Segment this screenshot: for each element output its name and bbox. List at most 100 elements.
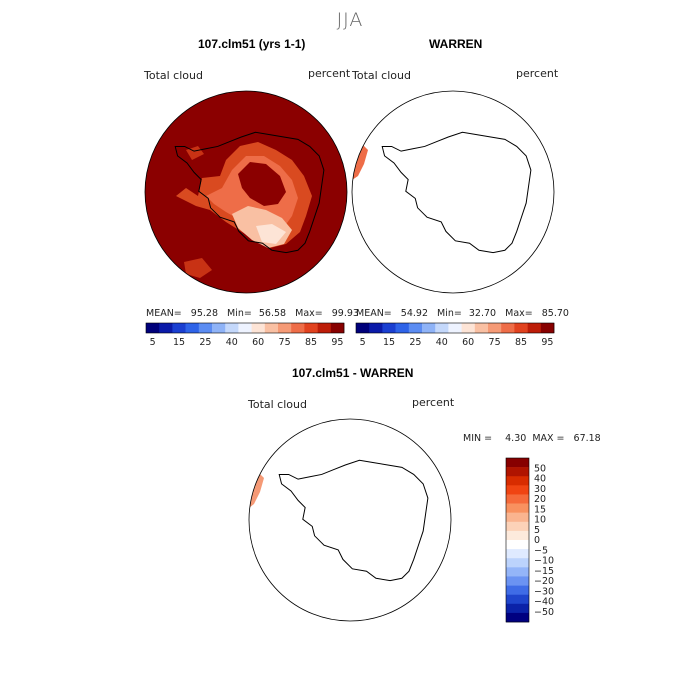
panel2-colorbar-tick-label: 15 bbox=[383, 337, 395, 348]
panel3-colorbar-tick-label: 30 bbox=[534, 484, 546, 495]
panel3-colorbar-swatch bbox=[506, 521, 529, 532]
panel2-colorbar-swatch bbox=[395, 323, 410, 333]
panel3-colorbar-tick-label: 40 bbox=[534, 474, 546, 485]
panel3-colorbar-swatch bbox=[506, 603, 529, 614]
panel3-colorbar-swatch bbox=[506, 558, 529, 568]
panel1-map-boundary bbox=[144, 90, 348, 294]
panel3-colorbar-tick-label: 50 bbox=[534, 463, 546, 474]
panel3-colorbar-frame bbox=[505, 457, 530, 623]
panel3-map bbox=[248, 418, 452, 622]
panel3-title: 107.clm51 - WARREN bbox=[292, 366, 414, 380]
panel2-colorbar-swatch bbox=[369, 323, 383, 333]
panel2-colorbar-frame bbox=[355, 322, 555, 334]
panel2-colorbar-swatch bbox=[382, 323, 396, 333]
panel2-colorbar-swatch bbox=[474, 323, 489, 333]
panel1-colorbar-swatch bbox=[172, 323, 186, 333]
panel2-field-background bbox=[352, 91, 554, 293]
panel1-colorbar-swatch bbox=[317, 323, 332, 333]
panel3-colorbar-tick-label: −5 bbox=[534, 545, 548, 556]
panel2-colorbar-tick-label: 25 bbox=[409, 337, 421, 348]
panel3-colorbar-swatch bbox=[506, 494, 529, 504]
panel1-colorbar-swatch bbox=[291, 323, 305, 333]
panel1-colorbar-swatch bbox=[185, 323, 200, 333]
panel1-units-label: percent bbox=[308, 67, 351, 80]
panel2-colorbar-swatch bbox=[540, 323, 555, 333]
panel2-colorbar-swatch bbox=[356, 323, 370, 333]
panel2-colorbar-tick-label: 95 bbox=[541, 337, 553, 348]
panel3-colorbar-tick-label: −30 bbox=[534, 586, 554, 597]
panel2-colorbar-swatch bbox=[501, 323, 515, 333]
panel3-units-label: percent bbox=[412, 396, 455, 409]
panel2-stats: MEAN= 54.92 Min= 32.70 Max= 85.70 bbox=[356, 308, 569, 319]
panel3-colorbar-swatch bbox=[506, 567, 529, 577]
panel3-colorbar-swatch bbox=[506, 530, 529, 541]
panel2-colorbar-swatch bbox=[435, 323, 449, 333]
panel2-max-label: Max= bbox=[505, 308, 533, 319]
panel3-colorbar-tick-label: 0 bbox=[534, 535, 540, 546]
panel1-field-label: Total cloud bbox=[144, 69, 203, 82]
panel1-colorbar-swatch bbox=[304, 323, 318, 333]
panel1-colorbar-tick-label: 40 bbox=[226, 337, 238, 348]
panel3-colorbar-swatch bbox=[506, 512, 529, 523]
panel3-colorbar-tick-label: 5 bbox=[534, 525, 540, 536]
panel1-colorbar: 5 15 25 40 60 75 85 95 bbox=[145, 322, 345, 348]
panel3-stats: MIN = 4.30 MAX = 67.18 bbox=[463, 433, 601, 444]
panel3-field-label: Total cloud bbox=[248, 398, 307, 411]
panel1-colorbar-swatch bbox=[212, 323, 226, 333]
panel1-colorbar-swatch bbox=[330, 323, 345, 333]
panel2-colorbar-tick-label: 60 bbox=[462, 337, 474, 348]
panel3-colorbar-swatch bbox=[506, 476, 529, 486]
panel1-colorbar-swatch bbox=[198, 323, 213, 333]
panel3-map-boundary bbox=[248, 418, 452, 622]
panel3-colorbar-tick-label: −40 bbox=[534, 597, 554, 608]
panel1-colorbar-tick-label: 95 bbox=[331, 337, 343, 348]
panel3-max: 67.18 bbox=[573, 433, 601, 444]
panel3-min: 4.30 bbox=[505, 433, 527, 444]
panel1-colorbar-swatch bbox=[159, 323, 173, 333]
panel2-colorbar-tick-label: 75 bbox=[489, 337, 501, 348]
panel2-colorbar-swatch bbox=[461, 323, 476, 333]
panel1-min: 56.58 bbox=[258, 308, 287, 319]
panel2-map-boundary bbox=[351, 90, 555, 294]
panel3-colorbar-tick-label: 20 bbox=[534, 494, 546, 505]
panel3-colorbar-swatch bbox=[506, 612, 529, 623]
panel2-min-label: Min= bbox=[437, 308, 462, 319]
panel2-mean: 54.92 bbox=[400, 308, 428, 319]
panel1-colorbar-swatch bbox=[251, 323, 266, 333]
panel1-colorbar-swatch bbox=[278, 323, 292, 333]
panel1-colorbar-swatch bbox=[264, 323, 279, 333]
panel3-colorbar-tick-label: −50 bbox=[534, 607, 554, 618]
panel3-colorbar-swatch bbox=[506, 549, 529, 559]
panel1-mean: 95.28 bbox=[190, 308, 218, 319]
panel1-colorbar-tick-label: 5 bbox=[150, 337, 156, 348]
panel3-colorbar-swatch bbox=[506, 467, 529, 477]
panel2-colorbar-tick-label: 40 bbox=[436, 337, 448, 348]
panel3-colorbar-tick-label: 10 bbox=[534, 515, 546, 526]
panel1-mean-label: MEAN= bbox=[146, 308, 182, 319]
panel3-max-label: MAX = bbox=[532, 433, 565, 444]
panel3-colorbar-tick-label: −20 bbox=[534, 576, 554, 587]
panel3-colorbar-tick-label: 15 bbox=[534, 504, 546, 515]
panel1-colorbar-tick-label: 15 bbox=[173, 337, 185, 348]
panel1-stats: MEAN= 95.28 Min= 56.58 Max= 99.93 bbox=[146, 308, 359, 319]
panel1-colorbar-swatch bbox=[238, 323, 252, 333]
panel2-mean-label: MEAN= bbox=[356, 308, 392, 319]
panel2-map bbox=[351, 90, 555, 294]
panel3-colorbar-swatch bbox=[506, 576, 529, 586]
panel2-colorbar-swatch bbox=[514, 323, 528, 333]
panel3-colorbar-tick-label: −10 bbox=[534, 556, 554, 567]
season-title: JJA bbox=[336, 9, 364, 31]
panel3-colorbar-tick-label: −15 bbox=[534, 566, 554, 577]
panel2-units-label: percent bbox=[516, 67, 559, 80]
panel1-field-contour-3 bbox=[238, 162, 286, 206]
panel3-colorbar-swatch bbox=[506, 585, 529, 595]
panel2-field-label: Total cloud bbox=[352, 69, 411, 82]
panel1-map bbox=[144, 90, 348, 294]
panel1-min-label: Min= bbox=[227, 308, 252, 319]
panel2-min: 32.70 bbox=[468, 308, 497, 319]
panel3-colorbar-swatch bbox=[506, 540, 529, 550]
panel2-colorbar-swatch bbox=[448, 323, 462, 333]
panel1-colorbar-tick-label: 85 bbox=[305, 337, 317, 348]
panel2-colorbar-tick-label: 85 bbox=[515, 337, 527, 348]
